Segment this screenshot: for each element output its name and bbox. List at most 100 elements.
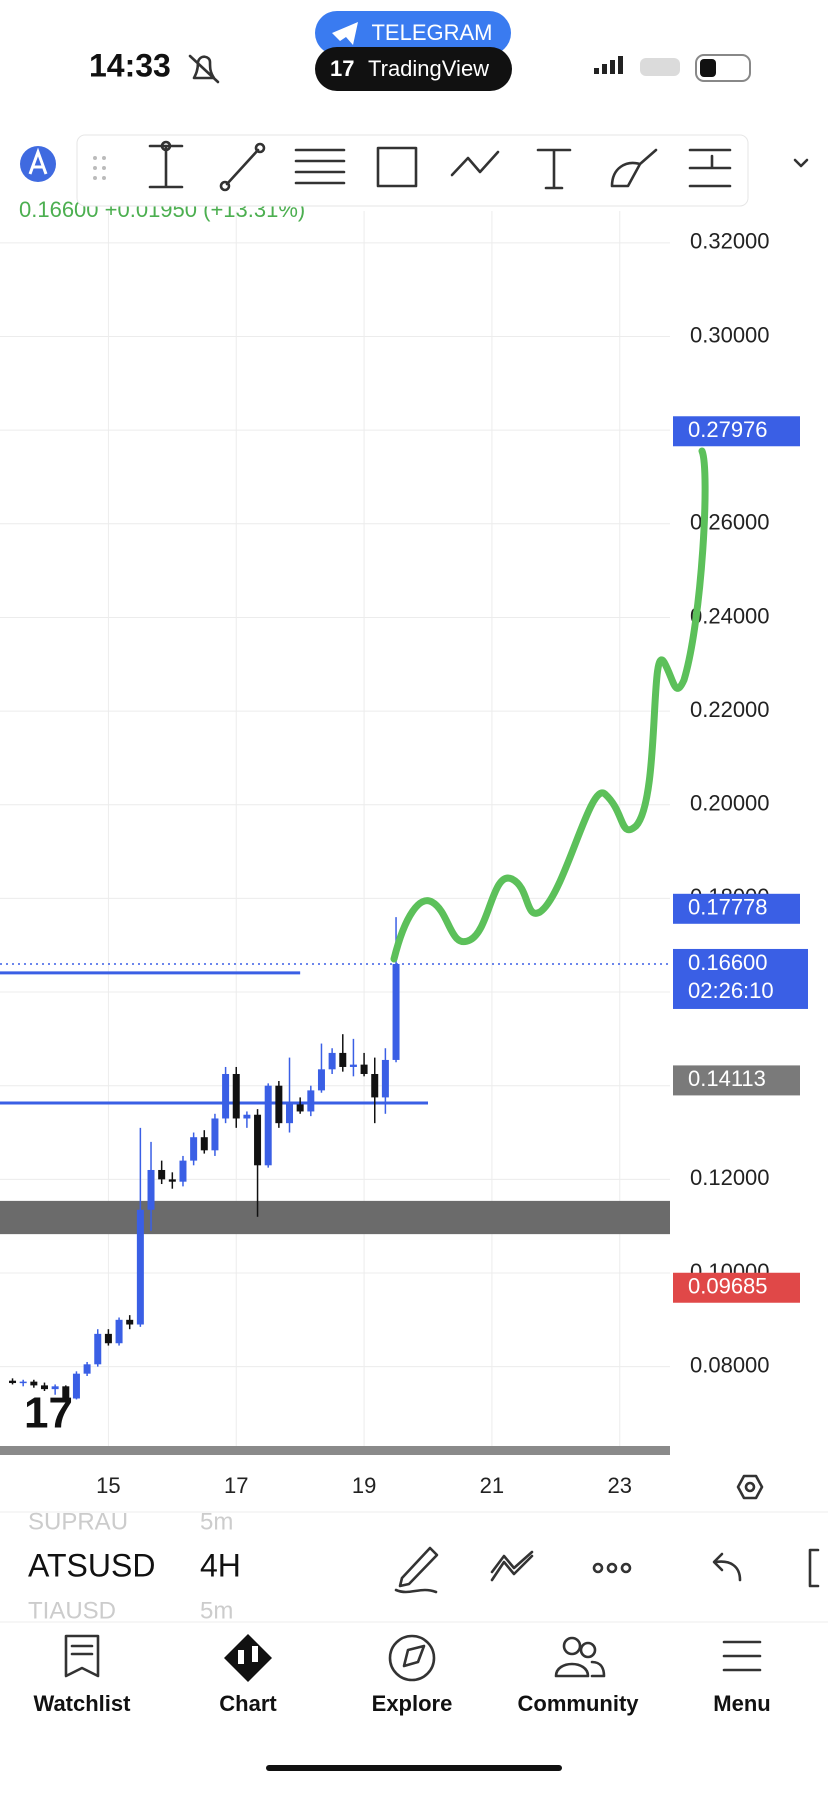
candle-body	[211, 1118, 219, 1151]
price-label: 0.14113	[688, 1066, 766, 1091]
candle-body	[179, 1160, 187, 1182]
candle-body	[200, 1137, 208, 1151]
explore-icon[interactable]	[388, 1634, 436, 1682]
price-label: 0.17778	[688, 895, 768, 920]
candle-body	[104, 1333, 112, 1344]
candle-body	[275, 1085, 283, 1124]
axis-settings-icon[interactable]	[736, 1474, 764, 1500]
candle-body	[222, 1073, 230, 1119]
symbol-faded[interactable]: SUPRAU	[28, 1508, 128, 1535]
tab-label[interactable]: Chart	[219, 1691, 277, 1716]
price-label-box	[673, 416, 800, 447]
y-tick-label: 0.24000	[690, 603, 770, 628]
candle-body	[307, 1090, 315, 1112]
y-tick-label: 0.08000	[690, 1352, 770, 1377]
tool-brush[interactable]	[610, 148, 658, 188]
candle-body	[317, 1069, 325, 1091]
tool-text[interactable]	[536, 148, 572, 190]
y-tick-label: 0.32000	[690, 229, 770, 254]
dropdown-icon[interactable]	[793, 158, 809, 168]
price-label-box	[673, 893, 800, 924]
logo-glyph	[28, 147, 48, 175]
candle-body	[168, 1179, 176, 1182]
candle-body	[264, 1085, 272, 1166]
candle-body	[328, 1052, 336, 1070]
candle-body	[51, 1386, 59, 1390]
candle-body	[360, 1064, 368, 1074]
price-label-box	[673, 948, 808, 1009]
battery	[695, 54, 751, 82]
support-zone	[0, 1200, 670, 1235]
candle-body	[9, 1380, 17, 1384]
interval[interactable]: 4H	[200, 1547, 241, 1583]
battery-level	[700, 59, 716, 77]
countdown-label: 02:26:10	[688, 978, 774, 1003]
home-indicator	[266, 1765, 562, 1771]
network-blur	[640, 58, 680, 76]
axis-settings-dot	[744, 1481, 756, 1493]
candle-body	[83, 1364, 91, 1374]
candle-body	[72, 1373, 80, 1399]
draw-icon[interactable]	[394, 1546, 439, 1594]
community-icon[interactable]	[554, 1636, 606, 1678]
candle-body	[349, 1064, 357, 1067]
chart: 15171921230.080000.100000.120000.140000.…	[0, 211, 808, 1498]
indicator-icon[interactable]	[490, 1550, 534, 1582]
tab-label[interactable]: Watchlist	[34, 1691, 132, 1716]
tradingview-label[interactable]: TradingView	[368, 56, 489, 81]
tab-label[interactable]: Explore	[372, 1691, 453, 1716]
x-tick-label: 23	[608, 1473, 632, 1498]
candle-body	[254, 1114, 262, 1166]
y-tick-label: 0.30000	[690, 322, 770, 347]
candle-body	[392, 963, 400, 1060]
candle-body	[30, 1381, 38, 1386]
bracket-icon[interactable]	[808, 1548, 820, 1588]
tab-label[interactable]: Community	[518, 1691, 640, 1716]
symbol[interactable]: ATSUSD	[28, 1547, 155, 1583]
price-label-box	[673, 1065, 800, 1096]
tool-trendline[interactable]	[219, 142, 266, 192]
chart-bottom-border	[0, 1446, 670, 1455]
telegram-icon	[332, 22, 358, 45]
chart-icon[interactable]	[224, 1634, 272, 1682]
signal-icon	[594, 56, 623, 74]
candle-body	[190, 1137, 198, 1161]
silent-icon	[188, 54, 220, 84]
telegram-pill[interactable]	[315, 11, 511, 55]
candle-body	[62, 1386, 70, 1399]
tab-labels: Watchlist Chart Explore Community Menu	[34, 1691, 771, 1716]
price-label: 0.09685	[688, 1274, 768, 1299]
drawing-toolbar	[76, 134, 749, 207]
tradingview-pill[interactable]	[315, 47, 512, 91]
tv-logo: 17	[330, 56, 354, 81]
tool-rectangle[interactable]	[376, 146, 418, 188]
candle-body	[147, 1169, 155, 1210]
symbol-faded[interactable]: TIAUSD	[28, 1597, 116, 1624]
candle-body	[232, 1073, 240, 1119]
candle-body	[339, 1052, 347, 1067]
tool-ruler[interactable]	[688, 148, 732, 188]
tool-path[interactable]	[450, 150, 500, 177]
y-tick-label: 0.12000	[690, 1165, 770, 1190]
candle-body	[381, 1059, 389, 1098]
x-tick-label: 21	[480, 1473, 504, 1498]
tool-measure[interactable]	[148, 140, 184, 189]
interval-faded[interactable]: 5m	[200, 1597, 233, 1624]
watchlist-icon[interactable]	[64, 1634, 100, 1678]
menu-icon[interactable]	[722, 1640, 762, 1672]
y-tick-label: 0.22000	[690, 697, 770, 722]
more-icon[interactable]	[592, 1562, 632, 1574]
candle-body	[158, 1169, 166, 1180]
tab-label[interactable]: Menu	[713, 1691, 770, 1716]
undo-icon[interactable]	[712, 1552, 742, 1582]
telegram-label[interactable]: TELEGRAM	[371, 20, 492, 45]
tool-fib[interactable]	[294, 148, 346, 185]
interval-faded[interactable]: 5m	[200, 1508, 233, 1535]
drag-handle	[93, 156, 106, 180]
watermark: 17	[24, 1389, 73, 1438]
candle-body	[115, 1319, 123, 1344]
candle-body	[19, 1381, 27, 1384]
toolbar-bg	[76, 134, 749, 207]
